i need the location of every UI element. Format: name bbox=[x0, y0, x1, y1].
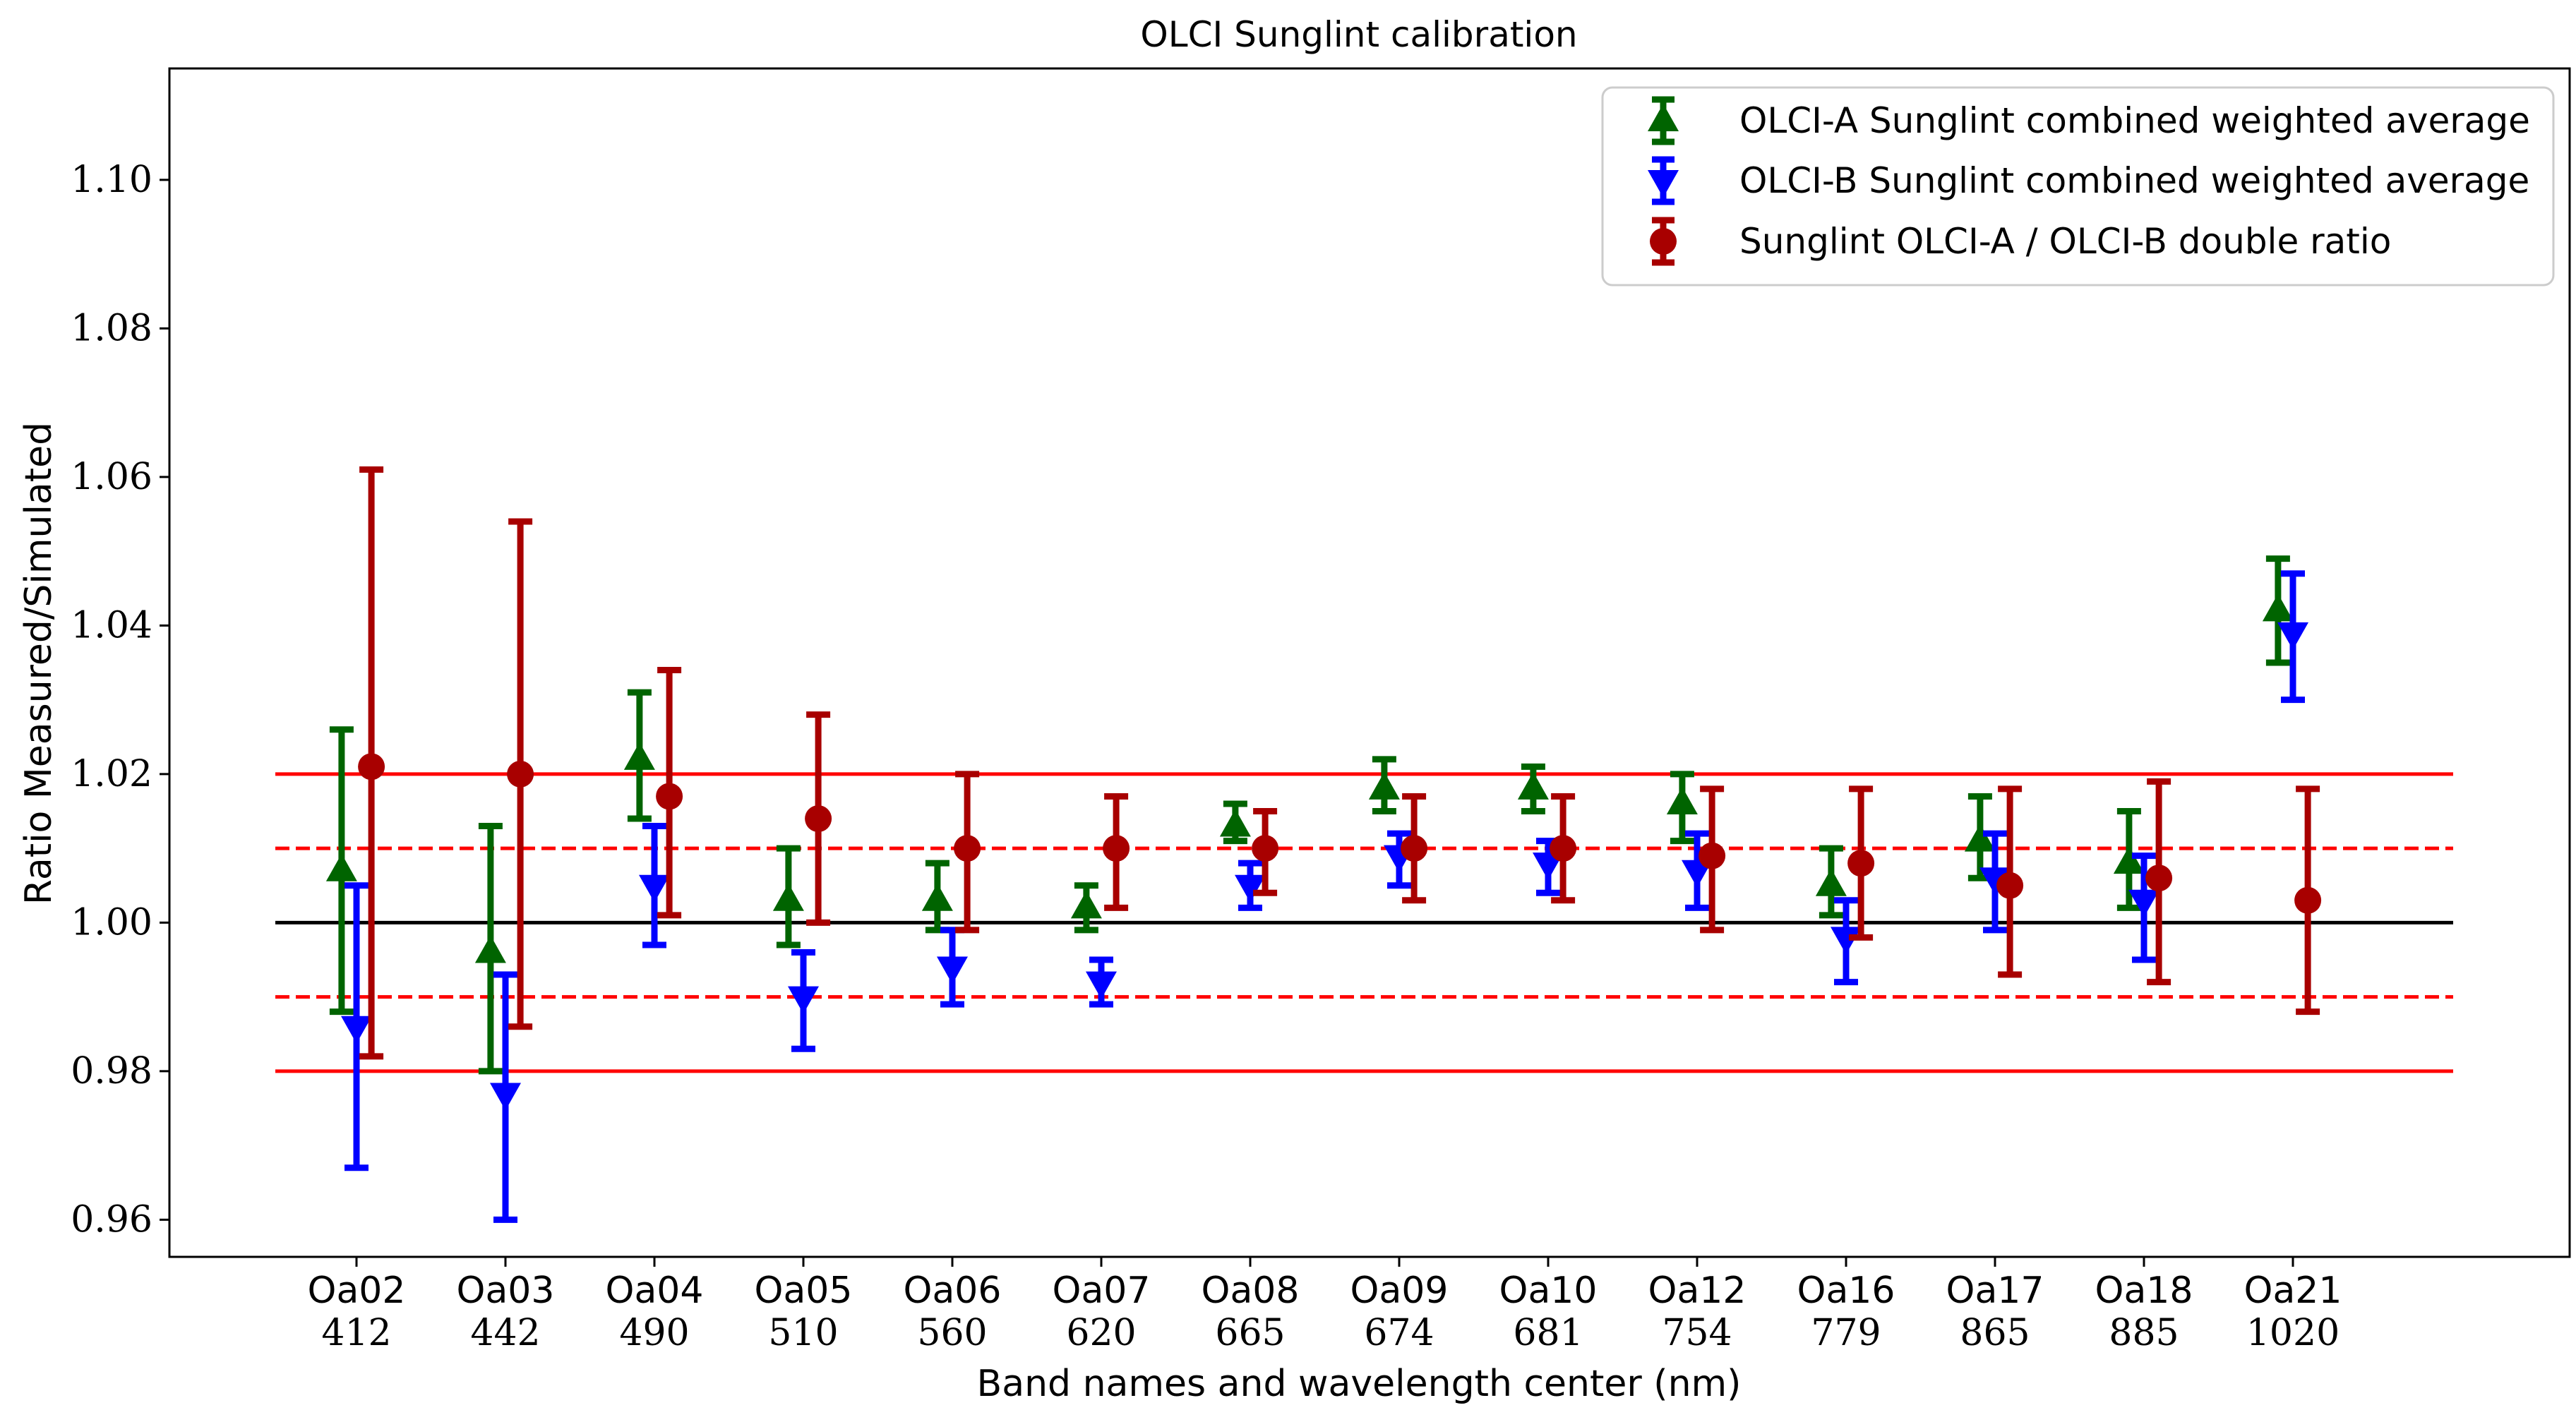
x-tick-label-band: Oa10 bbox=[1499, 1270, 1598, 1312]
data-point-marker bbox=[656, 783, 683, 810]
data-point-marker bbox=[1235, 874, 1266, 903]
y-axis-label: Ratio Measured/Simulated bbox=[18, 422, 60, 905]
data-point-marker bbox=[507, 760, 534, 788]
data-point-marker bbox=[1401, 835, 1428, 862]
data-point-marker bbox=[1070, 891, 1102, 919]
x-tick-label-wavelength: 510 bbox=[768, 1312, 838, 1354]
y-tick-label: 1.00 bbox=[71, 901, 152, 944]
data-point-marker bbox=[772, 883, 804, 911]
data-point-marker bbox=[2294, 886, 2322, 914]
data-point-marker bbox=[788, 986, 819, 1014]
data-point-marker bbox=[639, 874, 670, 903]
data-point-marker bbox=[1815, 868, 1847, 896]
chart-title: OLCI Sunglint calibration bbox=[1140, 14, 1577, 55]
legend-marker bbox=[1650, 228, 1677, 255]
x-tick-label-band: Oa05 bbox=[755, 1270, 853, 1312]
data-point-marker bbox=[358, 753, 385, 781]
data-point-marker bbox=[474, 935, 506, 963]
x-tick-label-band: Oa08 bbox=[1202, 1270, 1300, 1312]
x-tick-label-wavelength: 779 bbox=[1811, 1312, 1881, 1354]
series-2 bbox=[358, 466, 2322, 1060]
x-tick-label-band: Oa03 bbox=[457, 1270, 555, 1312]
y-tick-label: 1.06 bbox=[71, 456, 152, 498]
x-axis-label: Band names and wavelength center (nm) bbox=[977, 1363, 1742, 1405]
data-point-marker bbox=[1103, 835, 1130, 862]
x-tick-label-wavelength: 490 bbox=[619, 1312, 689, 1354]
data-point-marker bbox=[805, 805, 832, 833]
y-tick-label: 1.08 bbox=[71, 307, 152, 349]
legend-entry-2: Sunglint OLCI-A / OLCI-B double ratio bbox=[1650, 217, 2391, 266]
x-tick-label-wavelength: 681 bbox=[1513, 1312, 1583, 1354]
x-tick-label-band: Oa21 bbox=[2244, 1270, 2342, 1312]
y-tick-label: 1.04 bbox=[71, 604, 152, 646]
y-tick-label: 1.10 bbox=[71, 159, 152, 201]
x-tick-label-wavelength: 865 bbox=[1960, 1312, 2030, 1354]
x-tick-label-wavelength: 885 bbox=[2109, 1312, 2179, 1354]
data-point-marker bbox=[325, 853, 357, 881]
x-tick-label-band: Oa17 bbox=[1946, 1270, 2044, 1312]
plot-area-frame bbox=[168, 67, 2571, 1258]
x-tick-label-band: Oa06 bbox=[904, 1270, 1002, 1312]
data-point-marker bbox=[1996, 872, 2024, 899]
y-tick-label: 0.98 bbox=[71, 1050, 152, 1092]
legend-label: OLCI-B Sunglint combined weighted averag… bbox=[1739, 160, 2529, 201]
data-point-marker bbox=[1666, 786, 1698, 814]
data-point-marker bbox=[954, 835, 981, 862]
data-point-marker bbox=[1550, 835, 1577, 862]
x-tick-label-wavelength: 442 bbox=[470, 1312, 540, 1354]
legend-label: OLCI-A Sunglint combined weighted averag… bbox=[1739, 100, 2530, 141]
y-tick-label: 0.96 bbox=[71, 1198, 152, 1241]
x-tick-label-band: Oa18 bbox=[2095, 1270, 2193, 1312]
x-tick-label-wavelength: 1020 bbox=[2246, 1312, 2340, 1354]
x-tick-label-wavelength: 754 bbox=[1662, 1312, 1732, 1354]
data-point-marker bbox=[1368, 771, 1400, 800]
x-tick-label-band: Oa07 bbox=[1053, 1270, 1151, 1312]
x-tick-label-wavelength: 674 bbox=[1364, 1312, 1434, 1354]
x-tick-label-band: Oa09 bbox=[1350, 1270, 1449, 1312]
legend-entry-1: OLCI-B Sunglint combined weighted averag… bbox=[1648, 156, 2529, 205]
data-point-marker bbox=[2113, 846, 2145, 874]
data-point-marker bbox=[2262, 593, 2294, 622]
data-point-marker bbox=[2277, 622, 2308, 650]
y-tick-label: 1.02 bbox=[71, 753, 152, 795]
data-point-marker bbox=[2128, 889, 2159, 917]
legend-marker bbox=[1648, 104, 1679, 131]
x-tick-label-band: Oa04 bbox=[606, 1270, 704, 1312]
series-0 bbox=[325, 555, 2294, 1075]
x-tick-label-wavelength: 665 bbox=[1215, 1312, 1285, 1354]
x-tick-label-band: Oa02 bbox=[308, 1270, 406, 1312]
data-point-marker bbox=[1847, 850, 1875, 877]
data-point-marker bbox=[1219, 809, 1251, 837]
x-tick-label-wavelength: 620 bbox=[1066, 1312, 1136, 1354]
x-axis-ticks: Oa02412Oa03442Oa04490Oa05510Oa06560Oa076… bbox=[308, 1257, 2342, 1354]
data-point-marker bbox=[921, 883, 953, 911]
x-tick-label-band: Oa12 bbox=[1648, 1270, 1747, 1312]
data-point-marker bbox=[1699, 842, 1726, 869]
data-series bbox=[325, 466, 2322, 1223]
data-point-marker bbox=[623, 742, 655, 770]
data-point-marker bbox=[341, 1016, 372, 1044]
data-point-marker bbox=[1831, 927, 1862, 955]
legend-label: Sunglint OLCI-A / OLCI-B double ratio bbox=[1739, 221, 2391, 262]
legend-entry-0: OLCI-A Sunglint combined weighted averag… bbox=[1648, 96, 2530, 145]
legend-marker bbox=[1648, 170, 1679, 198]
legend-box bbox=[1601, 86, 2555, 287]
legend: OLCI-A Sunglint combined weighted averag… bbox=[1601, 86, 2555, 287]
data-point-marker bbox=[937, 956, 968, 984]
y-axis-ticks: 0.96 0.98 1.00 1.02 1.04 1.06 1.08 1.10 bbox=[71, 159, 169, 1241]
x-tick-label-band: Oa16 bbox=[1797, 1270, 1895, 1312]
data-point-marker bbox=[490, 1083, 521, 1111]
x-tick-label-wavelength: 412 bbox=[321, 1312, 391, 1354]
data-point-marker bbox=[2145, 864, 2173, 892]
data-point-marker bbox=[1086, 971, 1117, 999]
data-point-marker bbox=[1964, 824, 1996, 852]
data-point-marker bbox=[1252, 835, 1279, 862]
data-point-marker bbox=[1517, 771, 1549, 800]
x-tick-label-wavelength: 560 bbox=[917, 1312, 987, 1354]
